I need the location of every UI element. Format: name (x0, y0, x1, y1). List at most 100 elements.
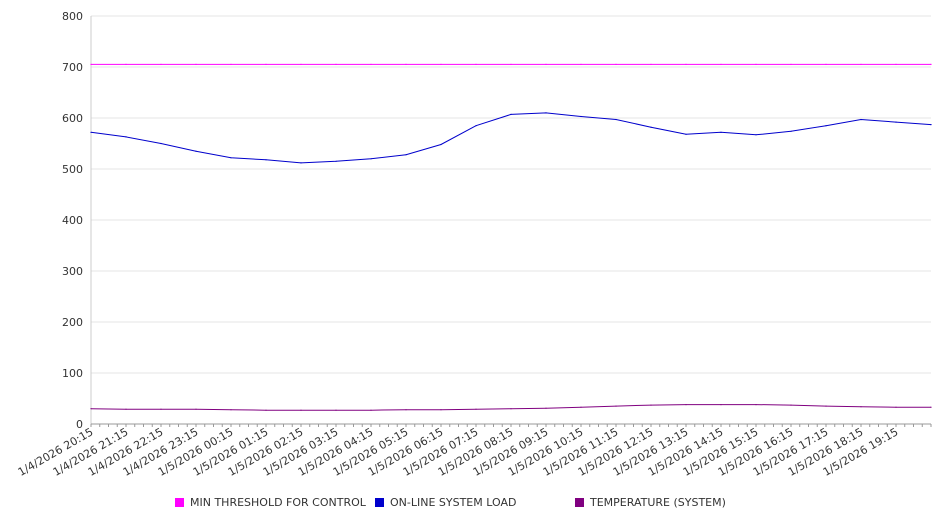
data-point (300, 409, 302, 411)
data-point (510, 63, 512, 65)
data-point (440, 409, 442, 411)
data-point (300, 63, 302, 65)
data-point (685, 404, 687, 406)
data-point (895, 406, 897, 408)
data-point (335, 63, 337, 65)
y-tick-label: 500 (62, 163, 83, 176)
y-tick-label: 400 (62, 214, 83, 227)
legend-swatch (375, 498, 384, 507)
data-point (650, 404, 652, 406)
data-point (580, 115, 582, 118)
data-point (930, 63, 932, 65)
data-point (860, 406, 862, 408)
y-tick-label: 0 (76, 418, 83, 431)
data-point (930, 124, 932, 126)
legend-swatch (175, 498, 184, 507)
data-point (650, 63, 652, 65)
y-axis-ticks: 0 100 200 300 400 500 600 700 800 (62, 10, 83, 431)
data-point (160, 408, 162, 410)
legend-item-min-threshold[interactable]: MIN THRESHOLD FOR CONTROL (175, 496, 366, 509)
data-point (265, 409, 267, 411)
data-point (265, 63, 267, 65)
data-point (370, 158, 372, 160)
data-point (790, 404, 792, 406)
data-point (160, 142, 162, 145)
data-point (545, 112, 547, 114)
data-point (195, 150, 197, 152)
data-point (685, 63, 687, 65)
data-point (230, 409, 232, 411)
series-lines (90, 63, 932, 411)
data-point (720, 131, 722, 133)
data-point (650, 126, 652, 128)
data-point (90, 408, 92, 410)
data-point (790, 63, 792, 65)
data-point (90, 63, 92, 65)
series-line-2 (90, 404, 931, 411)
data-point (195, 408, 197, 410)
data-point (405, 409, 407, 411)
data-point (230, 157, 232, 159)
data-point (160, 63, 162, 65)
data-point (720, 63, 722, 65)
data-point (615, 63, 617, 65)
data-point (825, 125, 827, 127)
data-point (125, 408, 127, 410)
data-point (335, 409, 337, 411)
data-point (440, 63, 442, 65)
series-line-1 (90, 112, 932, 164)
data-point (755, 134, 757, 136)
data-point (755, 63, 757, 65)
data-point (90, 131, 92, 133)
data-point (125, 63, 127, 65)
y-tick-label: 100 (62, 367, 83, 380)
data-point (545, 63, 547, 65)
data-point (405, 154, 407, 156)
legend-label: TEMPERATURE (SYSTEM) (590, 496, 726, 509)
data-point (370, 63, 372, 65)
data-point (825, 63, 827, 65)
data-point (545, 407, 547, 409)
grid-lines (91, 15, 931, 374)
data-point (195, 63, 197, 65)
data-point (615, 405, 617, 407)
data-point (790, 130, 792, 132)
data-point (825, 405, 827, 407)
data-point (405, 63, 407, 65)
data-point (580, 63, 582, 65)
y-tick-label: 800 (62, 10, 83, 23)
data-point (895, 121, 897, 123)
legend-item-temperature[interactable]: TEMPERATURE (SYSTEM) (575, 496, 726, 509)
data-point (265, 159, 267, 161)
legend-item-system-load[interactable]: ON-LINE SYSTEM LOAD (375, 496, 516, 509)
data-point (300, 162, 302, 164)
data-point (475, 125, 477, 127)
data-point (475, 408, 477, 410)
data-point (440, 143, 442, 146)
legend-label: ON-LINE SYSTEM LOAD (390, 496, 517, 509)
data-point (230, 63, 232, 65)
data-point (510, 408, 512, 410)
data-point (580, 406, 582, 408)
line-chart: 0 100 200 300 400 500 600 700 800 1/4/2026 20:15… (16, 10, 932, 479)
legend-swatch (575, 498, 584, 507)
data-point (860, 63, 862, 65)
y-tick-label: 600 (62, 112, 83, 125)
y-tick-label: 700 (62, 61, 83, 74)
data-point (335, 160, 337, 162)
data-point (125, 136, 127, 138)
legend: MIN THRESHOLD FOR CONTROL ON-LINE SYSTEM… (0, 496, 946, 516)
data-point (685, 133, 687, 135)
data-point (510, 113, 512, 115)
axes (90, 16, 932, 427)
data-point (860, 118, 862, 121)
data-point (720, 404, 722, 406)
data-point (930, 406, 932, 408)
y-tick-label: 300 (62, 265, 83, 278)
legend-label: MIN THRESHOLD FOR CONTROL (190, 496, 366, 509)
x-axis-ticks: 1/4/2026 20:151/4/2026 21:151/4/2026 22:… (16, 425, 901, 479)
y-tick-label: 200 (62, 316, 83, 329)
data-point (475, 63, 477, 65)
data-point (615, 118, 617, 121)
data-point (370, 409, 372, 411)
